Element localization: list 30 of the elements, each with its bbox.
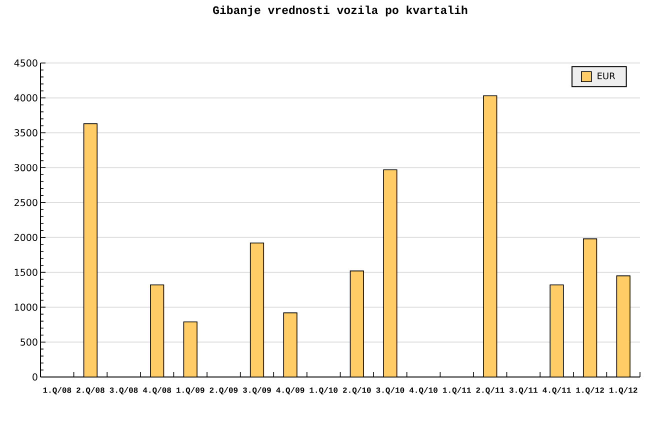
x-tick-label: 4.Q/10: [409, 387, 438, 394]
y-tick-label: 3000: [14, 164, 38, 172]
x-tick-label: 1.Q/09: [176, 387, 204, 394]
x-tick-label: 1.Q/10: [310, 387, 338, 394]
x-tick-label: 2.Q/10: [342, 387, 371, 394]
x-tick-label: 1.Q/08: [43, 387, 72, 394]
x-tick-label: 4.Q/11: [542, 387, 571, 394]
y-tick-label: 3500: [14, 129, 38, 136]
x-tick-label: 2.Q/11: [476, 387, 504, 394]
y-tick-label: 2000: [14, 234, 38, 242]
x-tick-label: 3.Q/11: [509, 387, 538, 394]
x-tick-label: 3.Q/10: [376, 387, 404, 394]
x-tick-label: 4.Q/09: [276, 387, 304, 394]
x-tick-label: 1.Q/11: [442, 387, 471, 394]
x-tick-label: 2.Q/08: [76, 387, 104, 394]
x-tick-label: 2.Q/09: [210, 387, 238, 394]
y-tick-label: 1000: [14, 304, 38, 311]
legend-label: EUR: [598, 72, 616, 80]
y-tick-label: 4000: [14, 94, 38, 102]
y-tick-label: 1500: [14, 268, 38, 276]
chart-title: Gibanje vrednosti vozila po kvartalih: [213, 6, 468, 16]
x-tick-label: 3.Q/08: [110, 387, 138, 394]
x-tick-label: 3.Q/09: [242, 387, 271, 394]
y-tick-label: 4500: [14, 59, 38, 67]
y-tick-label: 2500: [14, 198, 38, 206]
y-tick-label: 500: [20, 338, 38, 346]
x-tick-label: 4.Q/08: [142, 387, 172, 394]
x-tick-label: 1.Q/12: [610, 387, 638, 394]
y-tick-label: 0: [32, 373, 38, 381]
x-tick-label: 1.Q/12: [576, 387, 604, 394]
